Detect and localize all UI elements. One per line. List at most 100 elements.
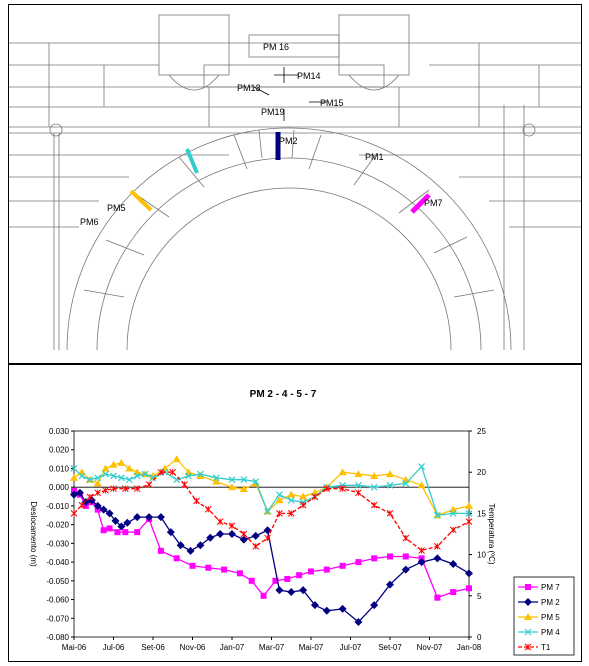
data-point-pm7 [371, 555, 378, 562]
legend-item-pm4: PM 4 [518, 628, 560, 637]
data-point-pm7 [157, 547, 164, 554]
data-point-t1 [216, 518, 224, 525]
y-right-tick-label: 25 [477, 427, 486, 436]
legend-marker [525, 584, 531, 590]
data-point-pm7 [106, 525, 113, 532]
data-point-t1 [287, 510, 295, 517]
data-point-pm5 [299, 492, 308, 500]
data-point-t1 [94, 489, 102, 497]
data-point-pm2 [216, 530, 225, 538]
y-right-tick-label: 15 [477, 509, 486, 518]
data-point-pm7 [284, 575, 291, 582]
legend-label: PM 2 [541, 598, 560, 607]
x-tick-label: Nov-07 [417, 643, 443, 652]
data-point-pm4 [252, 478, 260, 485]
y-left-tick-label: 0.010 [49, 464, 70, 473]
data-point-t1 [169, 468, 177, 476]
data-point-pm7 [260, 592, 267, 599]
data-point-pm4 [185, 472, 192, 480]
data-point-pm2 [401, 565, 410, 574]
label-pm19: PM19 [261, 107, 285, 117]
data-point-pm7 [308, 568, 314, 575]
data-point-pm4 [402, 480, 410, 487]
data-point-t1 [204, 505, 212, 513]
pm4-marker [185, 148, 199, 174]
data-point-pm5 [338, 468, 347, 476]
x-tick-label: Jul-07 [340, 643, 362, 652]
y-left-tick-label: 0.020 [49, 446, 70, 455]
data-point-pm7 [387, 553, 393, 560]
data-point-t1 [449, 526, 457, 534]
data-point-pm5 [228, 483, 236, 491]
data-point-pm4 [264, 508, 271, 515]
bridge-arch-drawing: PM 16 PM14 PM13 PM15 PM19 PM2 PM1 PM5 PM… [9, 14, 581, 351]
data-point-t1 [465, 518, 473, 525]
data-point-t1 [418, 547, 425, 554]
data-point-pm2 [196, 541, 205, 550]
data-point-pm7 [355, 559, 362, 566]
legend-marker [524, 613, 532, 620]
legend-marker [524, 643, 532, 651]
data-point-pm4 [94, 474, 102, 482]
y-left-tick-label: 0.030 [49, 427, 70, 436]
data-point-t1 [323, 485, 331, 493]
data-point-pm4 [117, 474, 125, 482]
legend-item-pm5: PM 5 [518, 613, 560, 622]
data-point-pm5 [287, 490, 296, 498]
pm5-marker [129, 189, 153, 212]
data-point-t1 [299, 501, 307, 509]
data-point-t1 [110, 485, 117, 493]
data-point-pm2 [386, 580, 394, 589]
data-point-pm4 [433, 511, 441, 519]
data-point-t1 [70, 510, 78, 517]
y-left-axis-label: Deslocamento (m) [29, 501, 38, 567]
y-right-tick-label: 20 [477, 468, 486, 477]
data-point-pm5 [196, 471, 205, 479]
data-point-pm2 [275, 586, 284, 595]
series-pm4 [70, 463, 473, 519]
legend-label: PM 5 [541, 613, 560, 622]
data-point-pm4 [386, 481, 394, 489]
data-point-t1 [276, 510, 283, 517]
data-point-pm2 [186, 546, 195, 555]
data-point-pm7 [272, 577, 279, 584]
data-point-t1 [386, 510, 394, 517]
data-point-pm7 [339, 562, 346, 569]
y-left-tick-label: -0.080 [46, 633, 69, 642]
y-right-tick-label: 5 [477, 592, 482, 601]
legend-marker [524, 628, 532, 636]
data-point-pm2 [417, 558, 426, 567]
data-point-pm4 [149, 474, 157, 482]
data-point-pm4 [449, 509, 457, 517]
data-point-t1 [145, 481, 153, 488]
legend-box [513, 576, 575, 656]
y-left-tick-label: -0.050 [46, 577, 69, 586]
data-point-pm5 [354, 470, 363, 478]
data-point-pm2 [70, 490, 78, 499]
data-point-pm4 [110, 472, 117, 480]
chart-panel: PM 2 - 4 - 5 - 7 Deslocamento (m) Temper… [8, 364, 582, 662]
y-left-tick-label: -0.040 [46, 558, 69, 567]
y-left-tick-label: 0.000 [49, 483, 70, 492]
data-point-t1 [157, 468, 165, 476]
data-point-pm5 [275, 496, 284, 504]
y-left-tick-label: -0.070 [46, 614, 69, 623]
data-point-pm7 [466, 585, 472, 592]
label-pm14: PM14 [297, 71, 321, 81]
data-point-pm7 [205, 564, 212, 571]
x-tick-label: Jan-07 [220, 643, 245, 652]
x-tick-label: Set-07 [378, 643, 402, 652]
x-tick-label: Mar-07 [259, 643, 285, 652]
data-point-pm4 [78, 472, 86, 480]
data-point-t1 [193, 497, 200, 505]
label-pm6: PM6 [80, 217, 99, 227]
data-point-pm7 [402, 553, 409, 560]
data-point-pm5 [117, 458, 126, 466]
y-left-tick-label: -0.020 [46, 521, 69, 530]
data-point-pm5 [239, 485, 248, 493]
data-point-t1 [252, 543, 260, 550]
data-point-pm2 [239, 535, 248, 544]
legend-item-pm7: PM 7 [518, 583, 560, 592]
data-point-pm7 [122, 529, 129, 536]
x-tick-label: Jan-08 [457, 643, 482, 652]
